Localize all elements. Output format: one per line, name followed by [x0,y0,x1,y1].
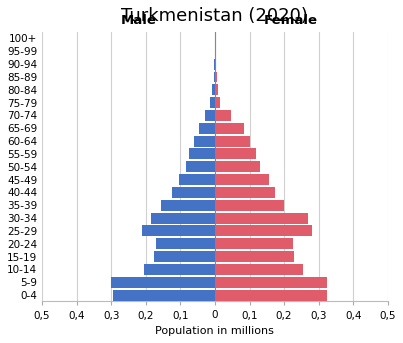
Bar [194,135,215,146]
Bar [215,174,268,185]
Bar [151,213,215,224]
Bar [215,277,327,288]
Bar [215,84,218,95]
Bar [212,84,215,95]
Bar [189,149,215,159]
Bar [215,264,303,275]
Bar [156,238,215,249]
Bar [215,71,217,82]
Bar [215,289,327,300]
Bar [199,123,215,134]
Bar [214,71,215,82]
Title: Turkmenistan (2020): Turkmenistan (2020) [121,7,308,25]
Bar [205,110,215,121]
Bar [215,251,294,262]
X-axis label: Population in millions: Population in millions [156,326,274,336]
Bar [215,123,244,134]
Bar [113,289,215,300]
Bar [154,251,215,262]
Bar [215,161,260,172]
Bar [214,59,215,70]
Bar [215,135,249,146]
Text: Female: Female [264,14,318,27]
Bar [142,225,215,236]
Text: Male: Male [121,14,157,27]
Bar [210,97,215,108]
Bar [215,213,308,224]
Bar [215,238,293,249]
Bar [215,110,231,121]
Bar [144,264,215,275]
Bar [215,59,216,70]
Bar [215,97,220,108]
Bar [179,174,215,185]
Bar [161,200,215,211]
Bar [111,277,215,288]
Bar [215,200,284,211]
Bar [215,225,312,236]
Bar [215,149,256,159]
Bar [215,187,275,198]
Bar [172,187,215,198]
Bar [185,161,215,172]
